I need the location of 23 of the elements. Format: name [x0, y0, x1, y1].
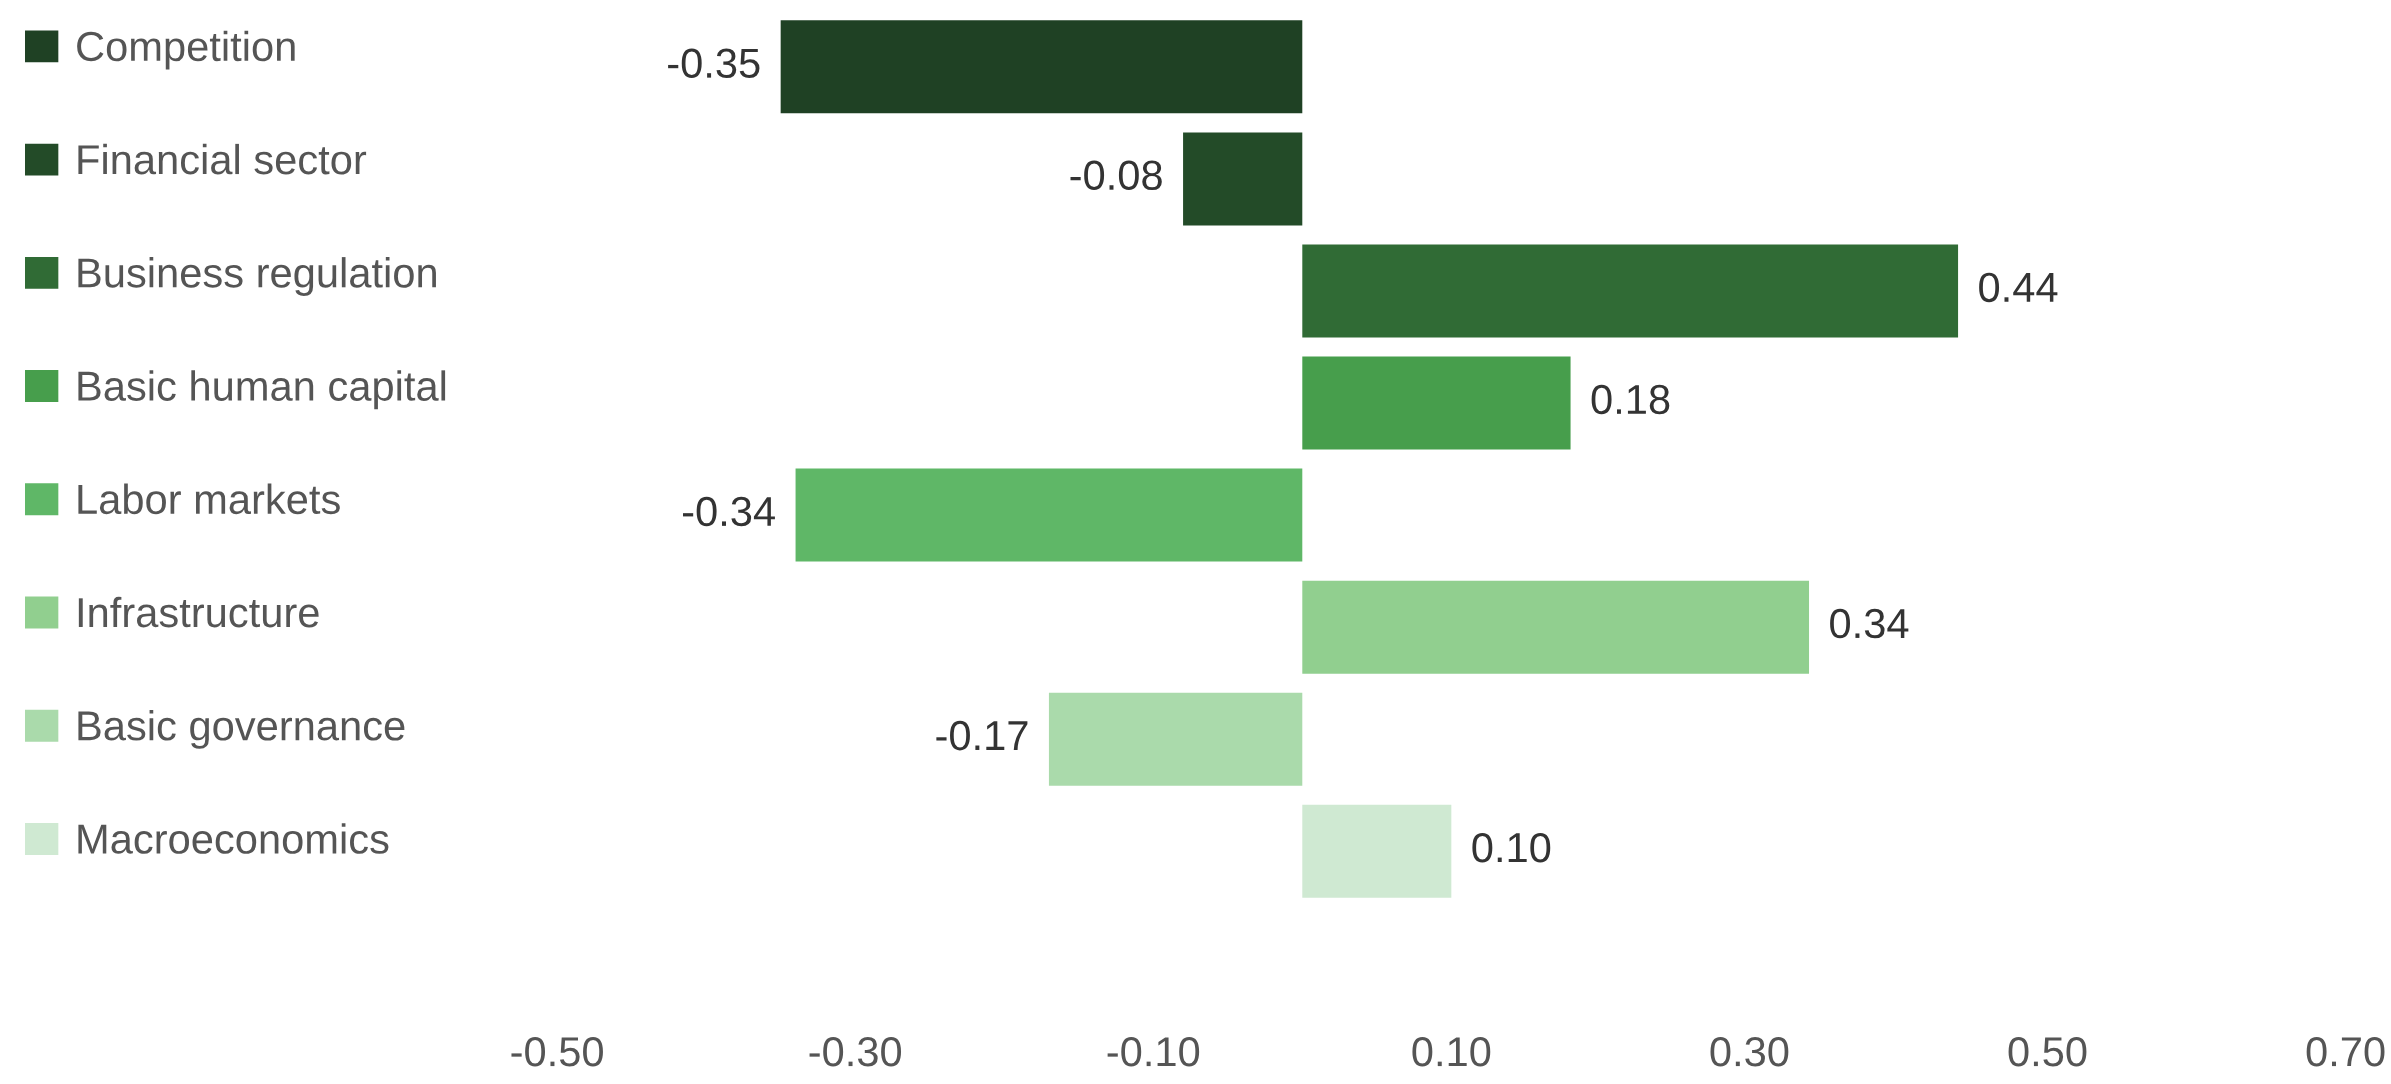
x-tick-label: -0.30 [809, 1037, 902, 1067]
legend-label: Financial sector [78, 143, 367, 175]
data-label: -0.08 [1070, 160, 1162, 191]
x-tick-label: 0.30 [1710, 1037, 1789, 1067]
data-label: 0.18 [1591, 384, 1670, 415]
legend-label: Basic human capital [78, 370, 446, 410]
x-tick-label: -0.10 [1107, 1037, 1200, 1067]
x-tick-label: 0.50 [2008, 1037, 2087, 1067]
legend-label: Infrastructure [78, 596, 319, 628]
legend-label: Macroeconomics [78, 823, 389, 854]
legend-label: Competition [77, 30, 295, 70]
data-label: -0.34 [683, 496, 775, 527]
data-label: 0.34 [1830, 608, 1909, 639]
legend-label: Labor markets [78, 483, 340, 515]
x-tick-label: 0.70 [2306, 1037, 2385, 1067]
data-label: -0.17 [936, 720, 1028, 751]
data-label: 0.44 [1979, 272, 2058, 303]
data-label: 0.10 [1472, 832, 1551, 863]
legend-label: Business regulation [78, 257, 436, 296]
data-label: -0.35 [668, 48, 760, 79]
legend-label: Basic governance [78, 710, 405, 749]
x-tick-label: 0.10 [1412, 1037, 1491, 1067]
x-tick-label: -0.50 [511, 1037, 603, 1067]
